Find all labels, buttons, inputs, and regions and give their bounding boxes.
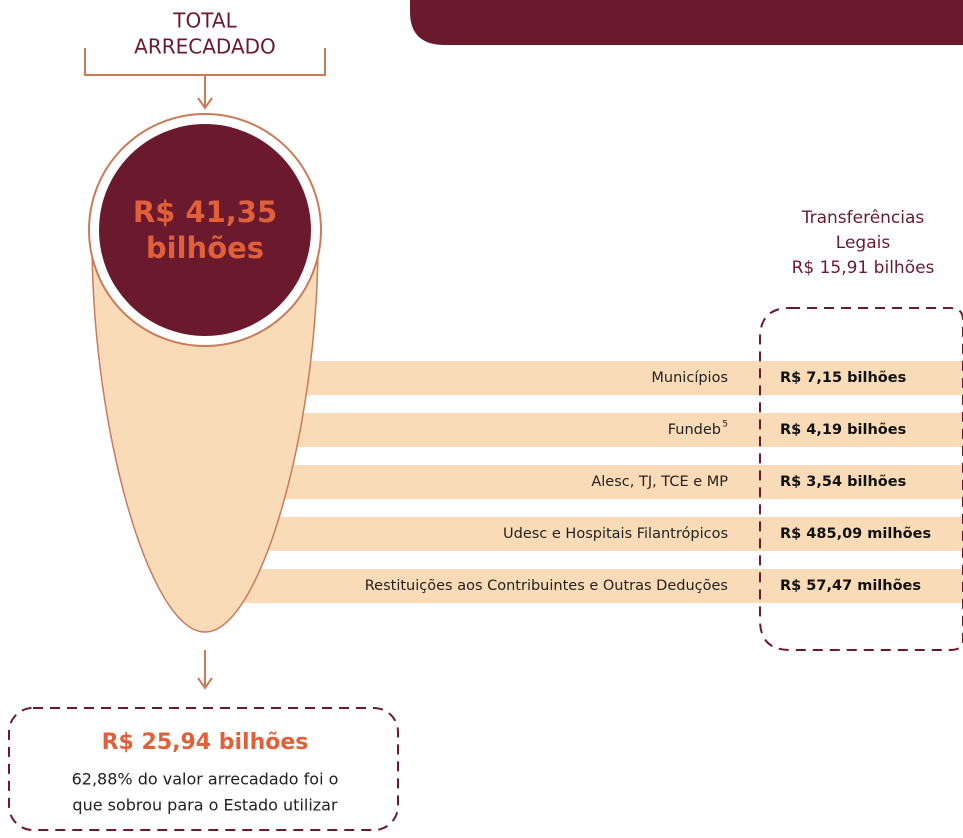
total-label: ARRECADADO (134, 35, 276, 59)
total-value: bilhões (146, 231, 264, 265)
row-bar (240, 361, 963, 395)
row-value: R$ 7,15 bilhões (780, 370, 906, 386)
row-value: R$ 4,19 bilhões (780, 422, 906, 438)
row-value: R$ 485,09 milhões (780, 526, 931, 542)
banner (410, 0, 963, 45)
row-label: Udesc e Hospitais Filantrópicos (503, 526, 728, 542)
remainder-value: R$ 25,94 bilhões (102, 730, 309, 755)
transfers-title: Legais (836, 233, 891, 253)
funnel (91, 239, 319, 633)
remainder-text: que sobrou para o Estado utilizar (72, 796, 338, 815)
row-bar (240, 413, 963, 447)
arrow-head (197, 677, 213, 690)
row-bar (240, 465, 963, 499)
total-value: R$ 41,35 (133, 195, 277, 229)
row-note: 5 (722, 420, 728, 430)
dashed-box (759, 307, 963, 651)
circle (99, 124, 311, 336)
remainder-box (8, 707, 399, 831)
row-label: Restituições aos Contribuintes e Outras … (365, 578, 728, 594)
remainder-text: 62,88% do valor arrecadado foi o (72, 770, 339, 789)
row-bar (240, 569, 963, 603)
row-label: Alesc, TJ, TCE e MP (591, 474, 728, 490)
row-bar (240, 517, 963, 551)
arrow-head (197, 97, 213, 110)
transfers-title: Transferências (801, 208, 925, 228)
row-value: R$ 57,47 milhões (780, 578, 921, 594)
total-label: TOTAL (172, 9, 237, 33)
row-label: Municípios (651, 370, 728, 386)
row-value: R$ 3,54 bilhões (780, 474, 906, 490)
transfers-title: R$ 15,91 bilhões (792, 258, 935, 278)
row-label: Fundeb (668, 422, 721, 438)
